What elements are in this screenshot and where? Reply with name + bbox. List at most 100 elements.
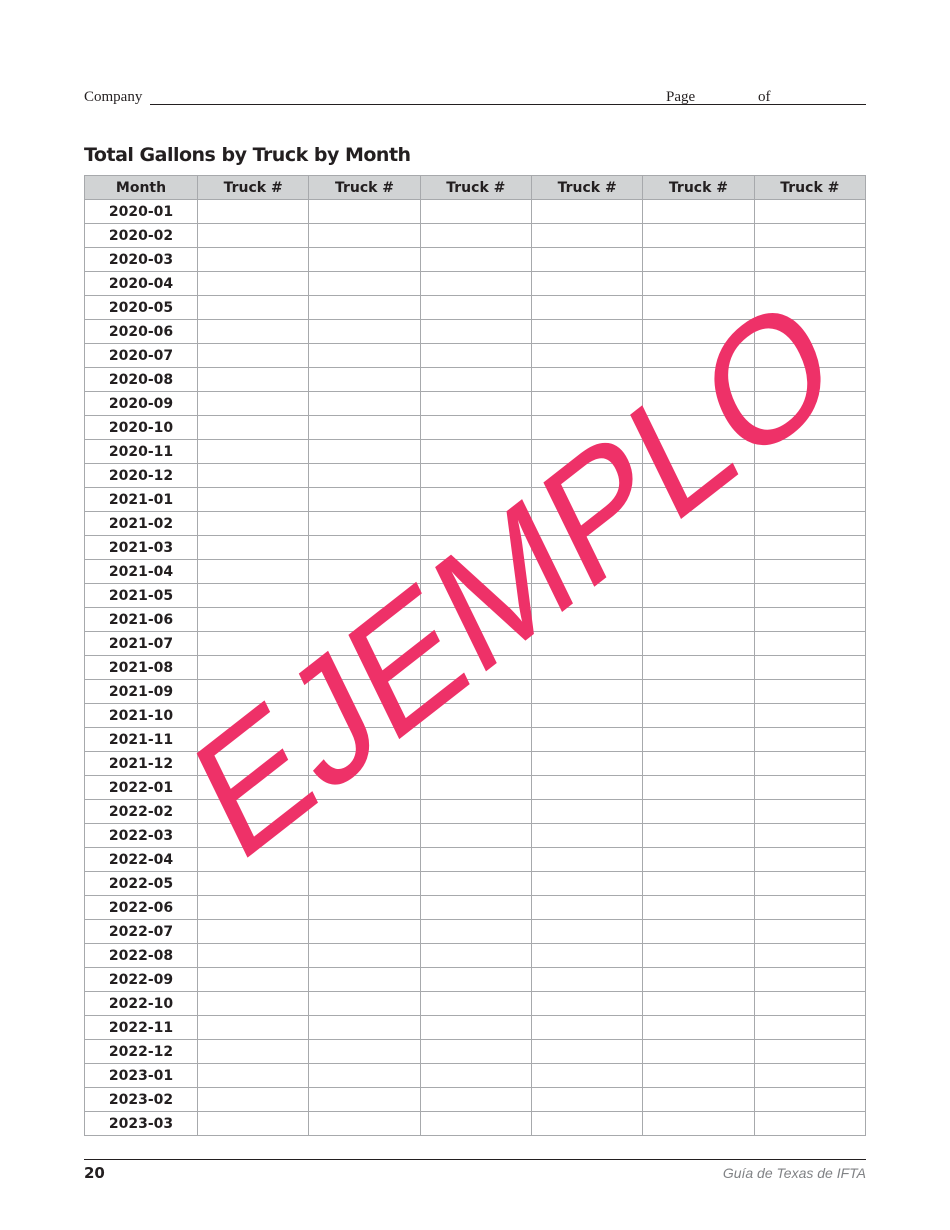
gallons-cell[interactable]: [642, 343, 755, 368]
gallons-cell[interactable]: [196, 463, 310, 488]
gallons-cell[interactable]: [196, 535, 310, 560]
gallons-cell[interactable]: [530, 559, 644, 584]
gallons-cell[interactable]: [308, 799, 421, 824]
gallons-cell[interactable]: [530, 727, 644, 752]
gallons-cell[interactable]: [530, 1015, 644, 1040]
gallons-cell[interactable]: [419, 1111, 532, 1136]
gallons-cell[interactable]: [753, 319, 867, 344]
gallons-cell[interactable]: [419, 439, 532, 464]
gallons-cell[interactable]: [308, 559, 421, 584]
gallons-cell[interactable]: [419, 319, 532, 344]
gallons-cell[interactable]: [196, 727, 310, 752]
gallons-cell[interactable]: [753, 1015, 867, 1040]
gallons-cell[interactable]: [642, 535, 755, 560]
gallons-cell[interactable]: [308, 823, 421, 848]
gallons-cell[interactable]: [419, 391, 532, 416]
gallons-cell[interactable]: [642, 967, 755, 992]
gallons-cell[interactable]: [642, 223, 755, 248]
gallons-cell[interactable]: [196, 751, 310, 776]
gallons-cell[interactable]: [642, 943, 755, 968]
page-total-field[interactable]: [774, 104, 866, 105]
gallons-cell[interactable]: [642, 1087, 755, 1112]
gallons-cell[interactable]: [196, 439, 310, 464]
gallons-cell[interactable]: [753, 415, 867, 440]
gallons-cell[interactable]: [530, 367, 644, 392]
gallons-cell[interactable]: [530, 463, 644, 488]
gallons-cell[interactable]: [419, 895, 532, 920]
gallons-cell[interactable]: [530, 1039, 644, 1064]
page-number-field[interactable]: [697, 104, 775, 105]
gallons-cell[interactable]: [196, 559, 310, 584]
gallons-cell[interactable]: [196, 199, 310, 224]
gallons-cell[interactable]: [642, 487, 755, 512]
gallons-cell[interactable]: [753, 391, 867, 416]
gallons-cell[interactable]: [642, 823, 755, 848]
gallons-cell[interactable]: [753, 703, 867, 728]
gallons-cell[interactable]: [753, 463, 867, 488]
gallons-cell[interactable]: [196, 1039, 310, 1064]
gallons-cell[interactable]: [419, 847, 532, 872]
gallons-cell[interactable]: [196, 271, 310, 296]
gallons-cell[interactable]: [308, 967, 421, 992]
gallons-cell[interactable]: [419, 487, 532, 512]
gallons-cell[interactable]: [530, 631, 644, 656]
gallons-cell[interactable]: [530, 607, 644, 632]
gallons-cell[interactable]: [308, 247, 421, 272]
gallons-cell[interactable]: [196, 607, 310, 632]
gallons-cell[interactable]: [530, 751, 644, 776]
gallons-cell[interactable]: [308, 487, 421, 512]
gallons-cell[interactable]: [642, 919, 755, 944]
gallons-cell[interactable]: [308, 871, 421, 896]
gallons-cell[interactable]: [308, 943, 421, 968]
gallons-cell[interactable]: [308, 1015, 421, 1040]
gallons-cell[interactable]: [642, 511, 755, 536]
gallons-cell[interactable]: [196, 583, 310, 608]
gallons-cell[interactable]: [530, 847, 644, 872]
gallons-cell[interactable]: [642, 607, 755, 632]
gallons-cell[interactable]: [419, 559, 532, 584]
gallons-cell[interactable]: [196, 775, 310, 800]
gallons-cell[interactable]: [196, 967, 310, 992]
gallons-cell[interactable]: [308, 679, 421, 704]
gallons-cell[interactable]: [308, 895, 421, 920]
gallons-cell[interactable]: [753, 271, 867, 296]
gallons-cell[interactable]: [308, 1039, 421, 1064]
gallons-cell[interactable]: [753, 799, 867, 824]
gallons-cell[interactable]: [530, 487, 644, 512]
gallons-cell[interactable]: [308, 1087, 421, 1112]
gallons-cell[interactable]: [308, 655, 421, 680]
gallons-cell[interactable]: [308, 631, 421, 656]
gallons-cell[interactable]: [196, 247, 310, 272]
gallons-cell[interactable]: [753, 223, 867, 248]
gallons-cell[interactable]: [196, 295, 310, 320]
gallons-cell[interactable]: [419, 823, 532, 848]
gallons-cell[interactable]: [753, 295, 867, 320]
gallons-cell[interactable]: [753, 631, 867, 656]
gallons-cell[interactable]: [196, 703, 310, 728]
gallons-cell[interactable]: [419, 343, 532, 368]
gallons-cell[interactable]: [642, 751, 755, 776]
gallons-cell[interactable]: [753, 967, 867, 992]
gallons-cell[interactable]: [753, 847, 867, 872]
gallons-cell[interactable]: [642, 247, 755, 272]
gallons-cell[interactable]: [753, 751, 867, 776]
gallons-cell[interactable]: [642, 1015, 755, 1040]
gallons-cell[interactable]: [530, 343, 644, 368]
gallons-cell[interactable]: [753, 991, 867, 1016]
gallons-cell[interactable]: [308, 919, 421, 944]
gallons-cell[interactable]: [530, 223, 644, 248]
gallons-cell[interactable]: [308, 511, 421, 536]
gallons-cell[interactable]: [196, 391, 310, 416]
gallons-cell[interactable]: [753, 775, 867, 800]
gallons-cell[interactable]: [753, 487, 867, 512]
gallons-cell[interactable]: [308, 1063, 421, 1088]
gallons-cell[interactable]: [196, 679, 310, 704]
gallons-cell[interactable]: [196, 319, 310, 344]
gallons-cell[interactable]: [530, 583, 644, 608]
gallons-cell[interactable]: [196, 799, 310, 824]
gallons-cell[interactable]: [196, 919, 310, 944]
gallons-cell[interactable]: [642, 871, 755, 896]
gallons-cell[interactable]: [196, 655, 310, 680]
gallons-cell[interactable]: [530, 967, 644, 992]
gallons-cell[interactable]: [642, 415, 755, 440]
